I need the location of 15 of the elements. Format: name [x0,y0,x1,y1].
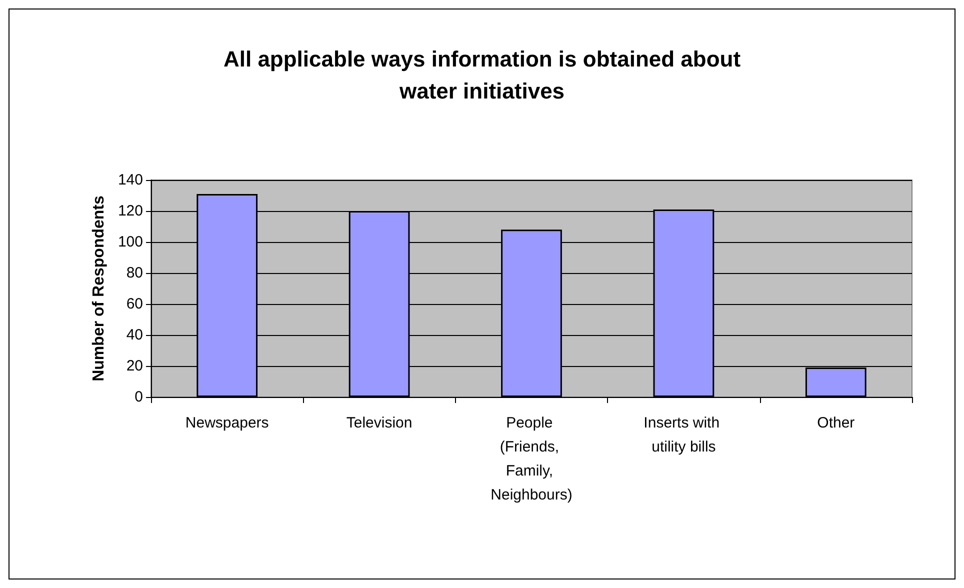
x-tick-label: People (Friends, Family, Neighbours) [490,414,572,504]
y-axis-title: Number of Respondents [90,196,108,382]
x-tick-label: Newspapers [185,414,269,432]
y-tick-label: 20 [126,358,143,374]
y-tick-label: 0 [134,388,143,406]
y-tick-label: 100 [118,234,143,250]
y-tick-label: 40 [126,326,143,344]
x-tick-label: Inserts with utility bills [644,414,724,456]
chart-title: All applicable ways information is obtained about water initiatives [223,46,742,104]
y-tick-label: 80 [126,264,143,282]
y-tick-label: 60 [126,296,143,312]
x-tick-label: Other [817,414,855,432]
y-tick-label: 140 [118,172,143,188]
y-tick-label: 120 [118,202,143,220]
x-tick-label: Television [346,414,412,432]
